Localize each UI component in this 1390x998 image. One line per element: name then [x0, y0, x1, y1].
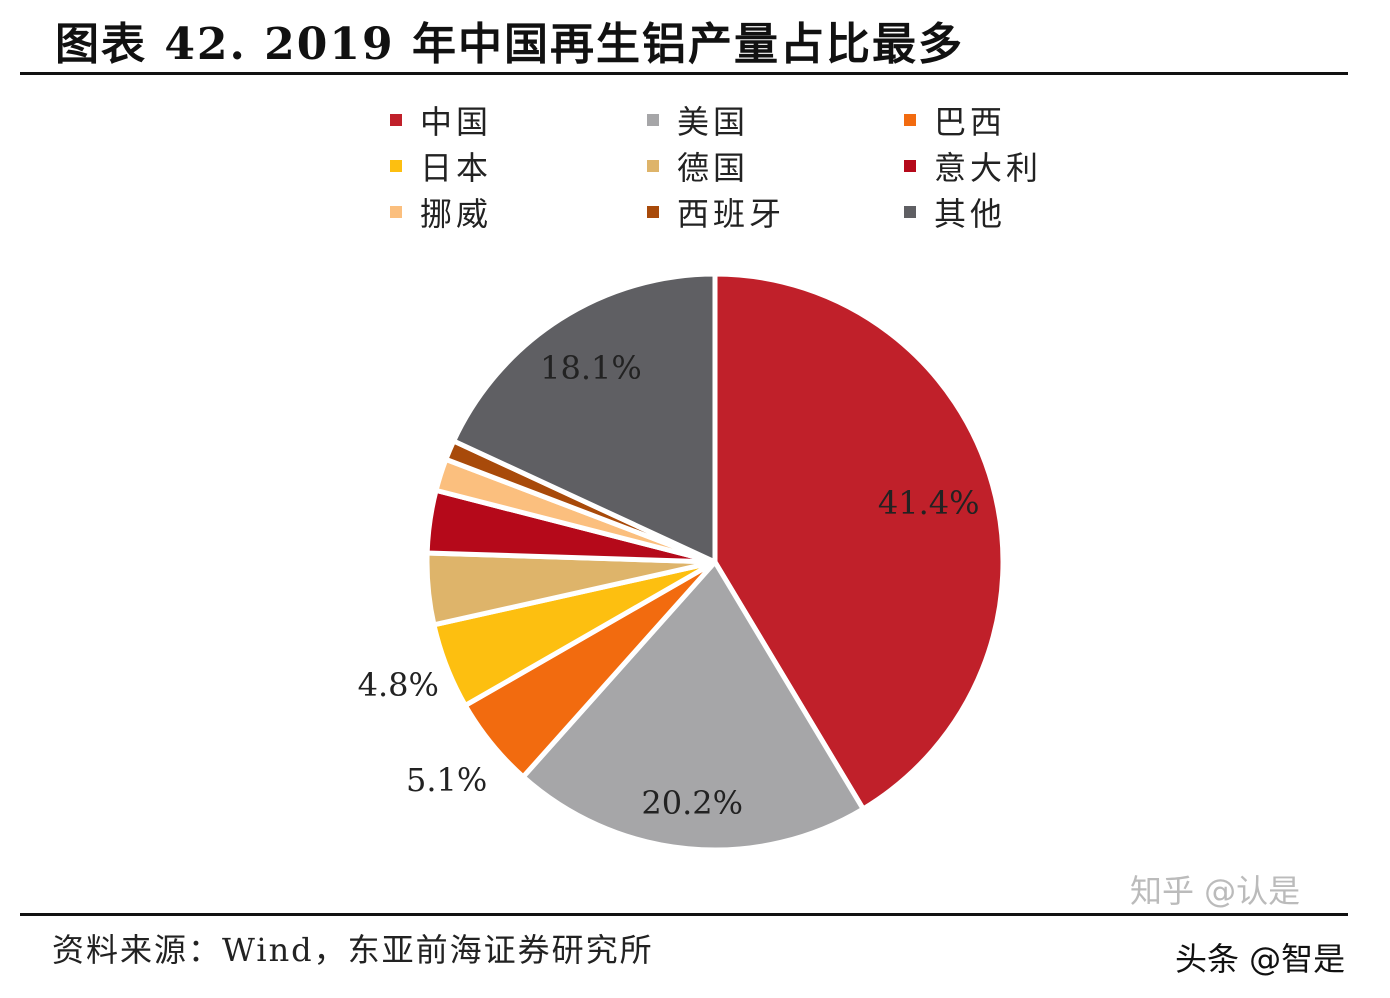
watermark: 头条 @智是 — [1175, 940, 1346, 978]
footer-rule — [20, 913, 1348, 916]
data-label: 20.2% — [641, 784, 743, 822]
legend-swatch — [904, 114, 916, 126]
legend-label: 西班牙 — [677, 195, 786, 233]
legend-swatch — [904, 160, 916, 172]
legend-item: 西班牙 — [647, 192, 904, 233]
pie-slice-1 — [520, 559, 866, 853]
legend-swatch — [390, 114, 402, 126]
legend-label: 中国 — [420, 103, 493, 141]
legend-item: 意大利 — [904, 146, 1104, 187]
source-note: 资料来源：Wind，东亚前海证券研究所 — [52, 931, 654, 969]
legend-swatch — [647, 114, 659, 126]
legend-swatch — [647, 160, 659, 172]
data-label: 5.1% — [406, 761, 487, 799]
legend-item: 德国 — [647, 146, 904, 187]
legend: 中国 美国 巴西日本 德国 意大利挪威 西班牙 其他 — [390, 100, 1104, 233]
legend-swatch — [904, 206, 916, 218]
legend-label: 巴西 — [934, 103, 1007, 141]
watermark: 知乎 @认是 — [1130, 872, 1301, 910]
legend-label: 意大利 — [934, 149, 1043, 187]
legend-item: 日本 — [390, 146, 647, 187]
legend-label: 德国 — [677, 149, 750, 187]
data-label: 18.1% — [540, 349, 642, 387]
legend-item: 挪威 — [390, 192, 647, 233]
legend-label: 挪威 — [420, 195, 493, 233]
legend-swatch — [647, 206, 659, 218]
pie-slice-8 — [451, 271, 718, 565]
pie-slice-0 — [712, 271, 1006, 812]
legend-label: 其他 — [934, 195, 1007, 233]
data-label: 4.8% — [358, 666, 439, 704]
legend-item: 中国 — [390, 100, 647, 141]
legend-swatch — [390, 160, 402, 172]
legend-item: 美国 — [647, 100, 904, 141]
chart-title: 图表 42. 2019 年中国再生铝产量占比最多 — [55, 19, 964, 70]
legend-label: 日本 — [420, 149, 493, 187]
legend-swatch — [390, 206, 402, 218]
title-rule — [20, 72, 1348, 75]
legend-label: 美国 — [677, 103, 750, 141]
legend-item: 其他 — [904, 192, 1104, 233]
legend-item: 巴西 — [904, 100, 1104, 141]
data-label: 41.4% — [878, 484, 980, 522]
